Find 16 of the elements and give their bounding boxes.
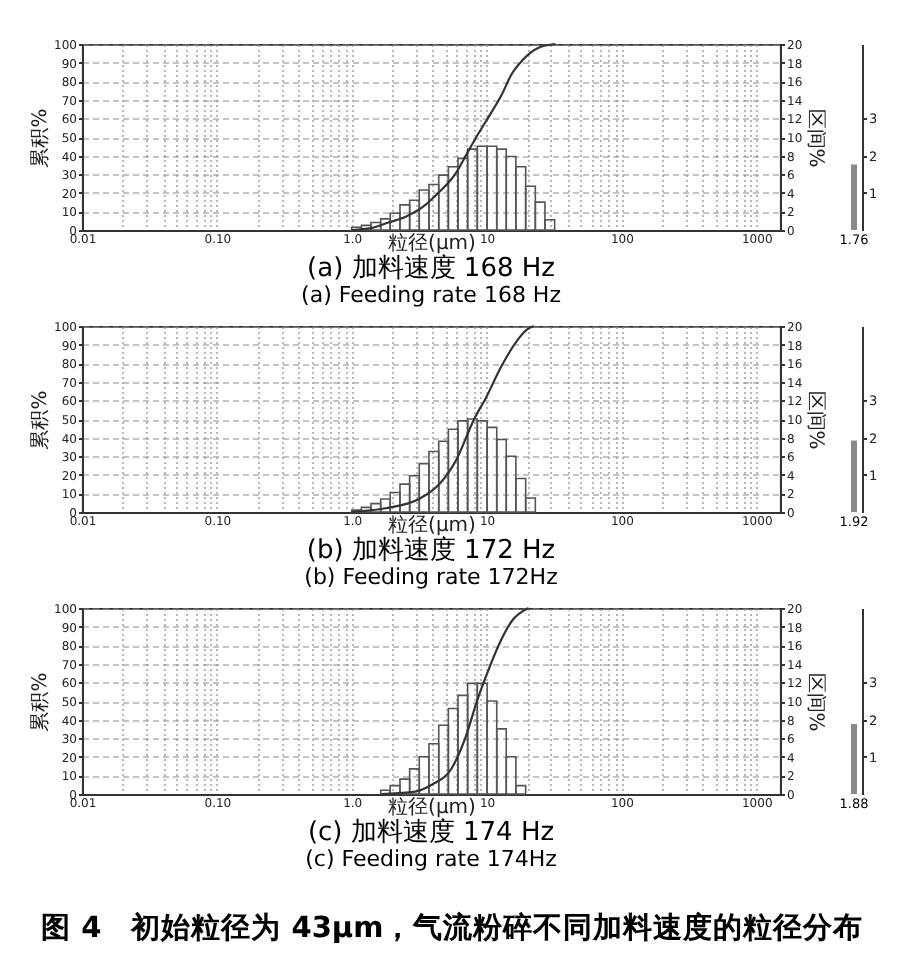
x-axis-title: 粒径(μm) [388, 515, 477, 537]
text: (a) Feeding rate 168 Hz [301, 282, 562, 308]
text: (b) 加料速度 172 Hz [306, 534, 556, 566]
y-axis-title: 累积% [30, 108, 53, 168]
x-axis-title: 粒径(μm) [388, 797, 477, 819]
y-axis-title: 累积% [30, 672, 53, 732]
y2-axis-title: 区间% [804, 108, 829, 168]
x-axis-title: 粒径(μm) [388, 233, 477, 255]
text: (c) Feeding rate 174Hz [305, 846, 558, 872]
y2-axis-title: 区间% [804, 390, 829, 450]
text: (c) 加料速度 174 Hz [307, 816, 555, 848]
y-axis-title: 累积% [30, 390, 53, 450]
y2-axis-title: 区间% [804, 672, 829, 732]
text: (b) Feeding rate 172Hz [304, 564, 559, 590]
text: (a) 加料速度 168 Hz [307, 252, 556, 284]
caption: 图 4 初始粒径为 43μm，气流粉碎不同加料速度的粒径分布 [41, 908, 864, 945]
